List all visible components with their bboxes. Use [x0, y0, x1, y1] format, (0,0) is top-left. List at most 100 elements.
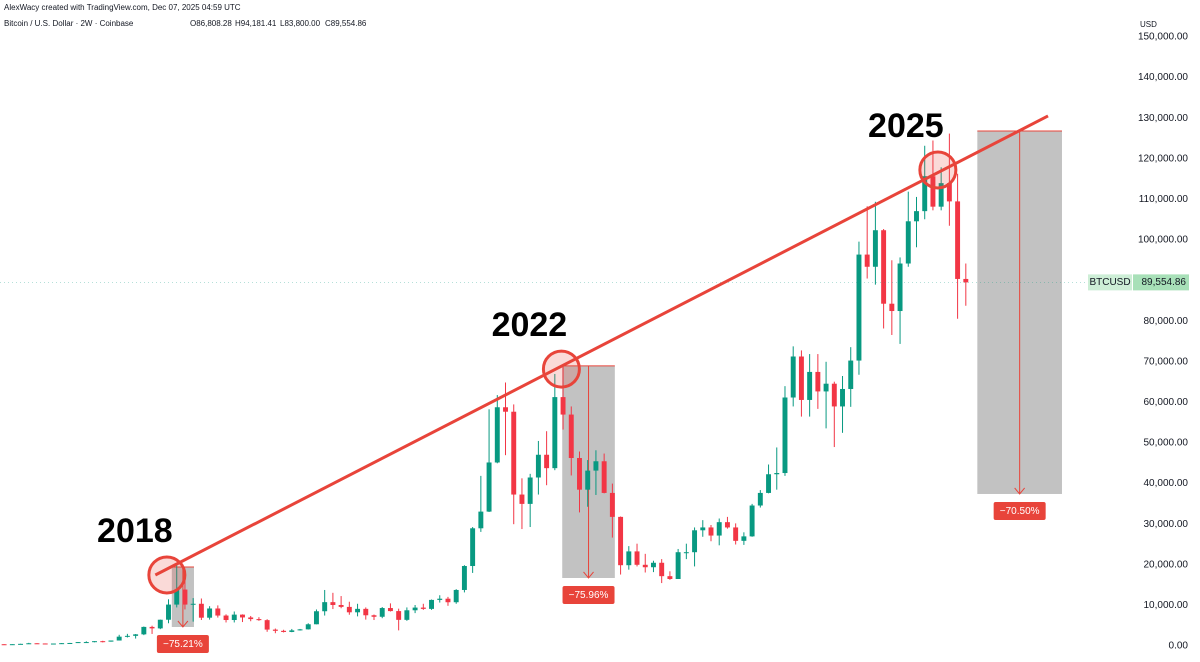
candle-body	[519, 494, 525, 504]
candle-body	[420, 607, 426, 609]
candle-body	[511, 411, 517, 495]
highlight-circle	[147, 555, 187, 595]
candle-body	[461, 566, 467, 590]
candle-body	[774, 473, 780, 475]
candle-body	[470, 528, 476, 567]
candle-body	[766, 474, 772, 493]
candle-body	[675, 552, 681, 580]
candle-body	[749, 505, 755, 537]
candle-body	[355, 608, 361, 613]
y-tick-label: 140,000.00	[1138, 72, 1188, 83]
candle-body	[157, 619, 163, 629]
measure-label-bg	[993, 501, 1046, 520]
candle-body	[938, 183, 944, 207]
candle-body	[922, 176, 928, 212]
candle-body	[396, 611, 402, 620]
candle-body	[313, 611, 319, 625]
candle-body	[724, 522, 730, 528]
measure-label: −70.50%	[1000, 506, 1040, 517]
candle-body	[914, 211, 919, 222]
ohlc-value: O86,808.28	[190, 19, 232, 28]
candle-body	[634, 551, 640, 565]
candle-body	[831, 383, 837, 407]
y-tick-label: 120,000.00	[1138, 153, 1188, 164]
candle-body	[757, 492, 763, 506]
measure-label: −75.96%	[569, 590, 609, 601]
candle-body	[256, 619, 262, 621]
candle-body	[100, 641, 106, 643]
highlight-circle	[918, 150, 958, 190]
candle-body	[149, 626, 155, 629]
candle-body	[1, 644, 7, 646]
candle-body	[363, 608, 369, 616]
candle-body	[872, 230, 878, 267]
measure-arrowhead	[177, 620, 189, 628]
measure-label: −75.21%	[163, 639, 203, 650]
y-tick-label: 150,000.00	[1138, 32, 1188, 43]
candle-body	[659, 562, 665, 577]
candle-body	[798, 356, 804, 400]
candle-body	[75, 642, 81, 644]
candle-body	[92, 641, 97, 643]
measure-label-bg	[156, 634, 209, 653]
ohlc-value: H94,181.41	[235, 19, 277, 28]
candle-body	[651, 562, 656, 568]
candle-body	[815, 371, 821, 392]
candle-body	[198, 603, 204, 618]
candle-body	[240, 614, 245, 618]
candle-body	[248, 617, 254, 620]
candle-body	[207, 608, 213, 618]
candle-body	[955, 201, 961, 279]
candle-body	[560, 397, 566, 415]
y-tick-label: 10,000.00	[1144, 600, 1189, 611]
candle-body	[67, 642, 73, 644]
candle-body	[453, 589, 459, 603]
candle-body	[281, 630, 287, 632]
y-tick-label: 130,000.00	[1138, 113, 1188, 124]
year-label: 2022	[492, 306, 568, 344]
candle-body	[593, 461, 599, 471]
candle-body	[289, 630, 295, 632]
candle-body	[823, 383, 829, 392]
candle-body	[544, 454, 550, 469]
y-tick-label: 100,000.00	[1138, 235, 1188, 246]
symbol-tag: BTCUSD	[1089, 277, 1130, 288]
measure-arrowhead	[1014, 487, 1026, 495]
candle-body	[264, 620, 270, 630]
candle-body	[618, 516, 624, 566]
candle-body	[59, 643, 65, 645]
candle-body	[568, 414, 574, 459]
y-tick-label: 30,000.00	[1144, 519, 1189, 530]
symbol-line: Bitcoin / U.S. Dollar · 2W · Coinbase	[4, 19, 134, 28]
candle-body	[930, 176, 936, 207]
candle-body	[486, 462, 492, 512]
candle-body	[166, 604, 171, 620]
candle-body	[889, 303, 895, 312]
candle-body	[215, 608, 221, 616]
year-label: 2025	[868, 107, 944, 145]
candle-body	[18, 643, 24, 645]
measure-arrowhead	[583, 571, 594, 579]
candle-body	[577, 458, 582, 490]
symbol-tag-bg	[1088, 274, 1132, 291]
candle-body	[840, 388, 845, 407]
candle-body	[108, 640, 114, 642]
candle-body	[782, 397, 788, 474]
candle-body	[905, 221, 911, 264]
candle-body	[190, 603, 196, 605]
candle-body	[733, 527, 739, 541]
candle-body	[34, 643, 40, 645]
candle-body	[338, 604, 344, 607]
candle-body	[182, 589, 188, 605]
y-tick-label: 70,000.00	[1144, 356, 1189, 367]
candle-body	[231, 614, 237, 621]
candle-body	[174, 589, 180, 605]
trendline	[154, 114, 1049, 577]
candle-body	[42, 643, 48, 645]
candle-body	[667, 576, 673, 580]
candle-body	[404, 610, 410, 620]
candle-body	[437, 598, 443, 600]
candle-body	[535, 454, 541, 478]
candle-body	[790, 356, 796, 398]
candle-body	[330, 602, 336, 605]
